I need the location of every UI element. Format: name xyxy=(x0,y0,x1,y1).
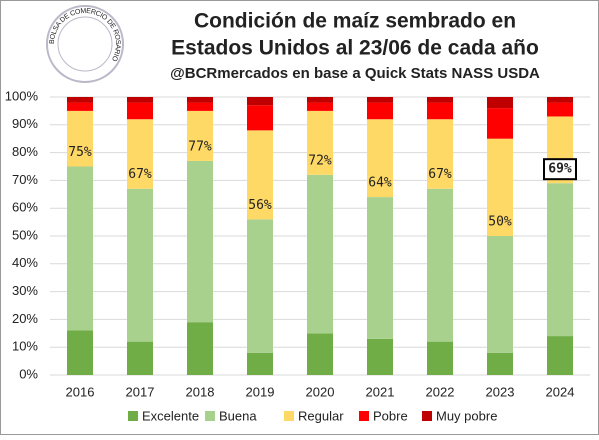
x-tick-label: 2022 xyxy=(426,384,455,399)
bar-segment xyxy=(127,102,153,120)
y-tick-label: 10% xyxy=(12,339,38,354)
bar-segment xyxy=(367,102,393,120)
x-tick-label: 2023 xyxy=(486,384,515,399)
data-label: 50% xyxy=(488,215,512,230)
x-tick-label: 2017 xyxy=(126,384,155,399)
bar-segment xyxy=(127,97,153,103)
legend-swatch xyxy=(359,411,369,421)
bar-segment xyxy=(67,330,93,375)
x-tick-label: 2024 xyxy=(546,384,575,399)
bar-segment xyxy=(127,188,153,342)
bar-segment xyxy=(307,174,333,334)
bar-segment xyxy=(367,338,393,375)
x-tick-label: 2018 xyxy=(186,384,215,399)
bar-segment xyxy=(187,97,213,103)
bar-segment xyxy=(367,119,393,198)
bar-segment xyxy=(487,108,513,139)
bar-segment xyxy=(247,130,273,220)
y-tick-label: 50% xyxy=(12,227,38,242)
bar-segment xyxy=(187,102,213,111)
legend-swatch xyxy=(422,411,432,421)
bar-segment xyxy=(67,97,93,103)
bar-segment xyxy=(427,341,453,375)
bar-segment xyxy=(487,236,513,353)
bar-segment xyxy=(487,138,513,236)
bar-segment xyxy=(247,219,273,353)
x-tick-label: 2021 xyxy=(366,384,395,399)
legend-label: Buena xyxy=(219,408,257,423)
legend-swatch xyxy=(284,411,294,421)
bar-segment xyxy=(67,102,93,111)
data-label: 72% xyxy=(308,153,332,168)
bar-segment xyxy=(367,197,393,339)
chart-subtitle: @BCRmercados en base a Quick Stats NASS … xyxy=(170,65,540,82)
chart-title: Estados Unidos al 23/06 de cada año xyxy=(171,37,539,60)
legend-label: Muy pobre xyxy=(436,408,497,423)
y-tick-label: 30% xyxy=(12,283,38,298)
bar-segment xyxy=(307,110,333,175)
data-label: 77% xyxy=(188,139,212,154)
x-tick-label: 2019 xyxy=(246,384,275,399)
y-tick-label: 40% xyxy=(12,255,38,270)
y-tick-label: 90% xyxy=(12,116,38,131)
bar-segment xyxy=(187,160,213,323)
legend-label: Pobre xyxy=(373,408,408,423)
y-tick-label: 60% xyxy=(12,200,38,215)
bar-segment xyxy=(547,102,573,117)
bar-segment xyxy=(367,97,393,103)
bar-segment xyxy=(127,341,153,375)
bar-segment xyxy=(247,105,273,131)
data-label: 67% xyxy=(428,167,452,182)
bar-segment xyxy=(307,333,333,375)
y-tick-label: 70% xyxy=(12,172,38,187)
legend-label: Excelente xyxy=(142,408,199,423)
chart-title: Condición de maíz sembrado en xyxy=(194,10,516,33)
bar-segment xyxy=(67,166,93,331)
bar-segment xyxy=(427,119,453,189)
data-label: 69% xyxy=(548,162,572,177)
bar-segment xyxy=(487,97,513,109)
bar-segment xyxy=(187,110,213,161)
y-tick-label: 0% xyxy=(19,366,38,381)
x-tick-label: 2016 xyxy=(66,384,95,399)
bar-segment xyxy=(247,97,273,106)
bar-segment xyxy=(547,183,573,337)
legend-swatch xyxy=(205,411,215,421)
highlight-box xyxy=(543,158,577,181)
bar-segment xyxy=(427,188,453,342)
bar-segment xyxy=(547,97,573,103)
bar-segment xyxy=(247,352,273,375)
data-label: 67% xyxy=(128,167,152,182)
legend-label: Regular xyxy=(298,408,344,423)
bar-segment xyxy=(307,97,333,103)
y-tick-label: 20% xyxy=(12,311,38,326)
bar-segment xyxy=(487,352,513,375)
bar-segment xyxy=(67,110,93,167)
data-label: 75% xyxy=(68,145,92,160)
legend-swatch xyxy=(128,411,138,421)
bar-segment xyxy=(547,336,573,375)
y-tick-label: 80% xyxy=(12,144,38,159)
x-tick-label: 2020 xyxy=(306,384,335,399)
y-tick-label: 100% xyxy=(5,88,39,103)
bar-segment xyxy=(127,119,153,189)
bar-segment xyxy=(427,97,453,103)
data-label: 64% xyxy=(368,176,392,191)
bar-segment xyxy=(307,102,333,111)
bar-segment xyxy=(427,102,453,120)
bar-segment xyxy=(187,322,213,375)
data-label: 56% xyxy=(248,198,272,213)
